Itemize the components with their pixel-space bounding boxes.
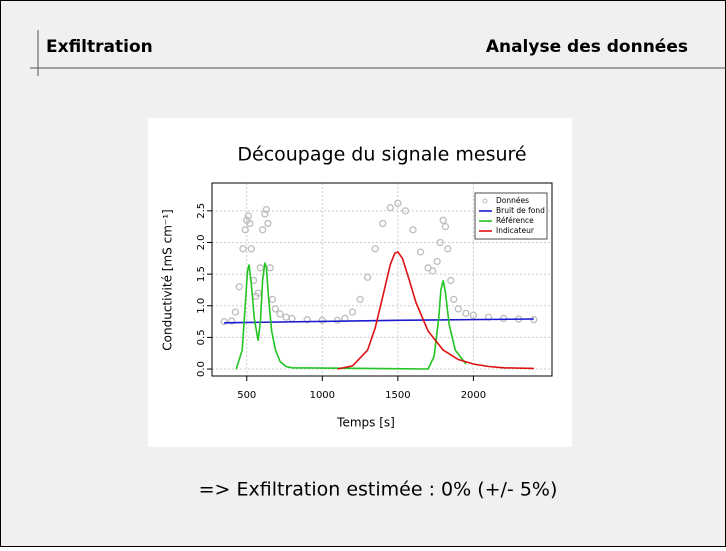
data-point xyxy=(244,212,252,220)
data-point xyxy=(371,245,379,253)
legend-label: Indicateur xyxy=(496,226,535,235)
data-point xyxy=(235,283,243,291)
data-point xyxy=(333,316,342,324)
data-point xyxy=(394,199,402,207)
x-tick-label: 2000 xyxy=(461,390,486,401)
legend-label: Données xyxy=(496,196,529,205)
y-tick-label: 1.5 xyxy=(196,266,207,282)
plot-frame xyxy=(211,182,553,377)
y-axis-title: Conductivité [mS cm⁻¹] xyxy=(161,209,175,350)
data-point xyxy=(447,276,455,285)
conclusion: => Exfiltration estimée : 0% (+/- 5%) xyxy=(199,479,558,501)
data-point xyxy=(246,219,254,228)
data-point xyxy=(261,210,269,218)
data-point xyxy=(462,309,470,318)
data-point xyxy=(239,245,247,253)
header-left: Exfiltration xyxy=(46,37,153,57)
data-point xyxy=(454,305,462,313)
data-point xyxy=(303,316,311,324)
x-axis-title: Temps [s] xyxy=(336,416,395,430)
data-point xyxy=(386,204,394,212)
chart-area xyxy=(148,118,572,447)
data-point xyxy=(247,245,255,253)
data-point xyxy=(264,219,272,228)
data-point xyxy=(469,311,478,319)
data-point xyxy=(441,223,450,231)
data-point xyxy=(318,316,326,324)
data-point xyxy=(254,289,262,297)
data-point xyxy=(444,245,452,253)
data-point xyxy=(241,226,249,234)
data-point xyxy=(258,226,267,234)
data-point xyxy=(231,308,240,316)
data-point xyxy=(227,317,236,325)
data-point xyxy=(348,308,357,316)
legend-label: Référence xyxy=(496,216,534,225)
y-tick-label: 0.5 xyxy=(196,329,207,345)
series-line xyxy=(235,262,467,370)
x-tick-label: 1500 xyxy=(385,390,410,401)
x-tick-label: 500 xyxy=(237,390,256,401)
header-right: Analyse des données xyxy=(486,37,688,57)
data-point xyxy=(256,264,265,272)
data-point xyxy=(436,238,444,247)
data-point xyxy=(409,226,417,234)
data-point xyxy=(450,295,458,304)
data-point xyxy=(276,310,284,318)
data-point xyxy=(439,216,447,224)
data-point xyxy=(220,317,228,326)
legend-label: Bruit de fond xyxy=(496,206,545,215)
y-tick-label: 1.0 xyxy=(196,298,207,314)
data-point xyxy=(401,207,410,215)
data-point xyxy=(262,205,271,214)
chart-title: Découpage du signale mesuré xyxy=(237,144,526,166)
data-point xyxy=(356,295,364,304)
series-line xyxy=(337,251,534,370)
data-point xyxy=(271,305,280,313)
y-tick-label: 2.5 xyxy=(196,203,207,219)
series-line xyxy=(224,318,534,324)
x-tick-label: 1000 xyxy=(310,390,335,401)
legend-symbol xyxy=(482,198,488,204)
data-point xyxy=(428,267,437,275)
data-point xyxy=(499,314,508,323)
data-point xyxy=(379,219,387,228)
data-point xyxy=(363,273,372,281)
y-tick-label: 0.0 xyxy=(196,361,207,377)
data-point xyxy=(416,248,425,256)
data-point xyxy=(433,257,441,266)
y-tick-label: 2.0 xyxy=(196,235,207,251)
